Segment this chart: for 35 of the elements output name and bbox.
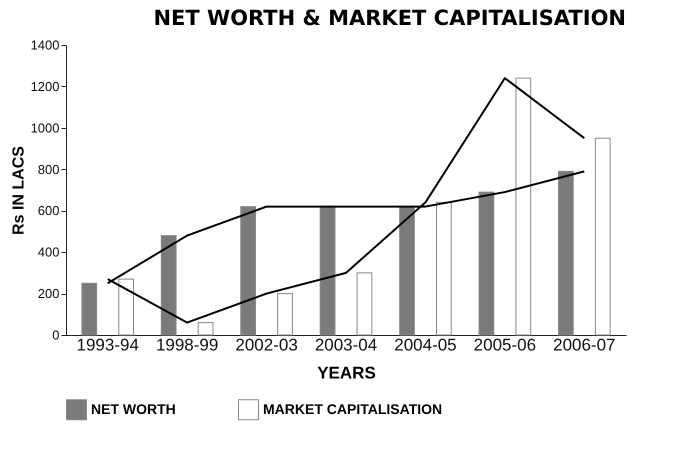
bar xyxy=(515,78,532,336)
x-tick-label: 2005-06 xyxy=(474,336,536,354)
x-tick-label: 2003-04 xyxy=(314,336,378,354)
y-tick-label: 600 xyxy=(38,203,60,218)
y-tick-label: 400 xyxy=(38,244,60,260)
y-tick-label: 1400 xyxy=(30,38,60,52)
bar xyxy=(240,206,256,336)
bar xyxy=(356,272,372,336)
bar xyxy=(478,192,494,336)
bar xyxy=(118,278,134,336)
x-tick-label: 2002-03 xyxy=(235,336,298,354)
y-tick-label: 1200 xyxy=(30,78,60,94)
y-tick-label: 800 xyxy=(38,162,60,177)
x-axis-title: YEARS xyxy=(317,364,376,382)
y-tick-label: 0 xyxy=(52,328,60,342)
bar xyxy=(436,202,452,336)
bar xyxy=(277,293,293,336)
legend-label: MARKET CAPITALISATION xyxy=(263,400,442,417)
y-axis-title: Rs IN LACS xyxy=(10,146,28,235)
line-series xyxy=(106,77,586,324)
bar xyxy=(81,282,98,336)
bar xyxy=(320,206,336,336)
chart-title: NET WORTH & MARKET CAPITALISATION xyxy=(153,6,626,30)
bar xyxy=(160,235,177,336)
y-tick-label: 200 xyxy=(38,286,60,302)
bar xyxy=(198,322,214,336)
bar xyxy=(558,170,574,336)
x-tick-label: 1993-94 xyxy=(76,336,139,354)
bar xyxy=(594,138,611,336)
x-tick-label: 1998-99 xyxy=(156,336,218,354)
x-tick-label: 2004-05 xyxy=(394,336,457,354)
legend-label: NET WORTH xyxy=(91,400,176,417)
y-tick-label: 1000 xyxy=(30,120,60,136)
bar xyxy=(399,206,415,336)
x-tick-label: 2006-07 xyxy=(553,336,616,354)
